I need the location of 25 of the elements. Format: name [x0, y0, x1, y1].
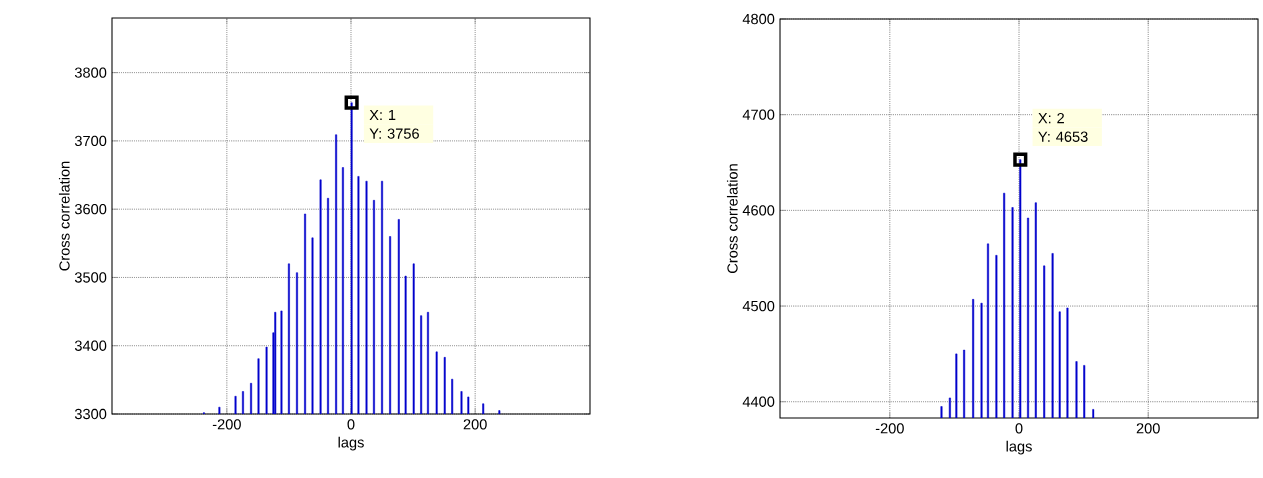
x-tick-label: 0: [347, 419, 355, 430]
y-axis-title: Cross correlation: [58, 161, 70, 271]
annotation: X: 1: [369, 109, 396, 120]
y-tick-label: 4400: [742, 396, 775, 407]
y-tick-label: 4700: [742, 109, 775, 120]
y-tick-label: 3700: [74, 135, 107, 147]
y-tick-label: 3600: [74, 204, 107, 215]
x-tick-label: -200: [212, 419, 241, 430]
y-tick-label: 4800: [742, 13, 775, 25]
annotation: Y: 3756: [369, 128, 419, 139]
y-tick-label: 4500: [742, 300, 775, 312]
x-tick-label: 200: [1136, 423, 1160, 434]
y-axis-title: Cross correlation: [726, 164, 738, 273]
x-tick-label: -200: [875, 423, 904, 434]
x-tick-label: 200: [463, 419, 487, 430]
x-axis-title: lags: [1006, 440, 1032, 455]
annotation: X: 2: [1038, 112, 1064, 124]
y-tick-label: 3300: [74, 408, 107, 420]
annotation: Y: 4653: [1038, 131, 1088, 142]
y-tick-label: 3500: [74, 272, 107, 283]
x-axis-title: lags: [338, 436, 364, 451]
y-tick-label: 3800: [74, 67, 107, 78]
y-tick-label: 3400: [74, 340, 107, 351]
y-tick-label: 4600: [742, 205, 775, 216]
x-tick-label: 0: [1015, 423, 1023, 434]
